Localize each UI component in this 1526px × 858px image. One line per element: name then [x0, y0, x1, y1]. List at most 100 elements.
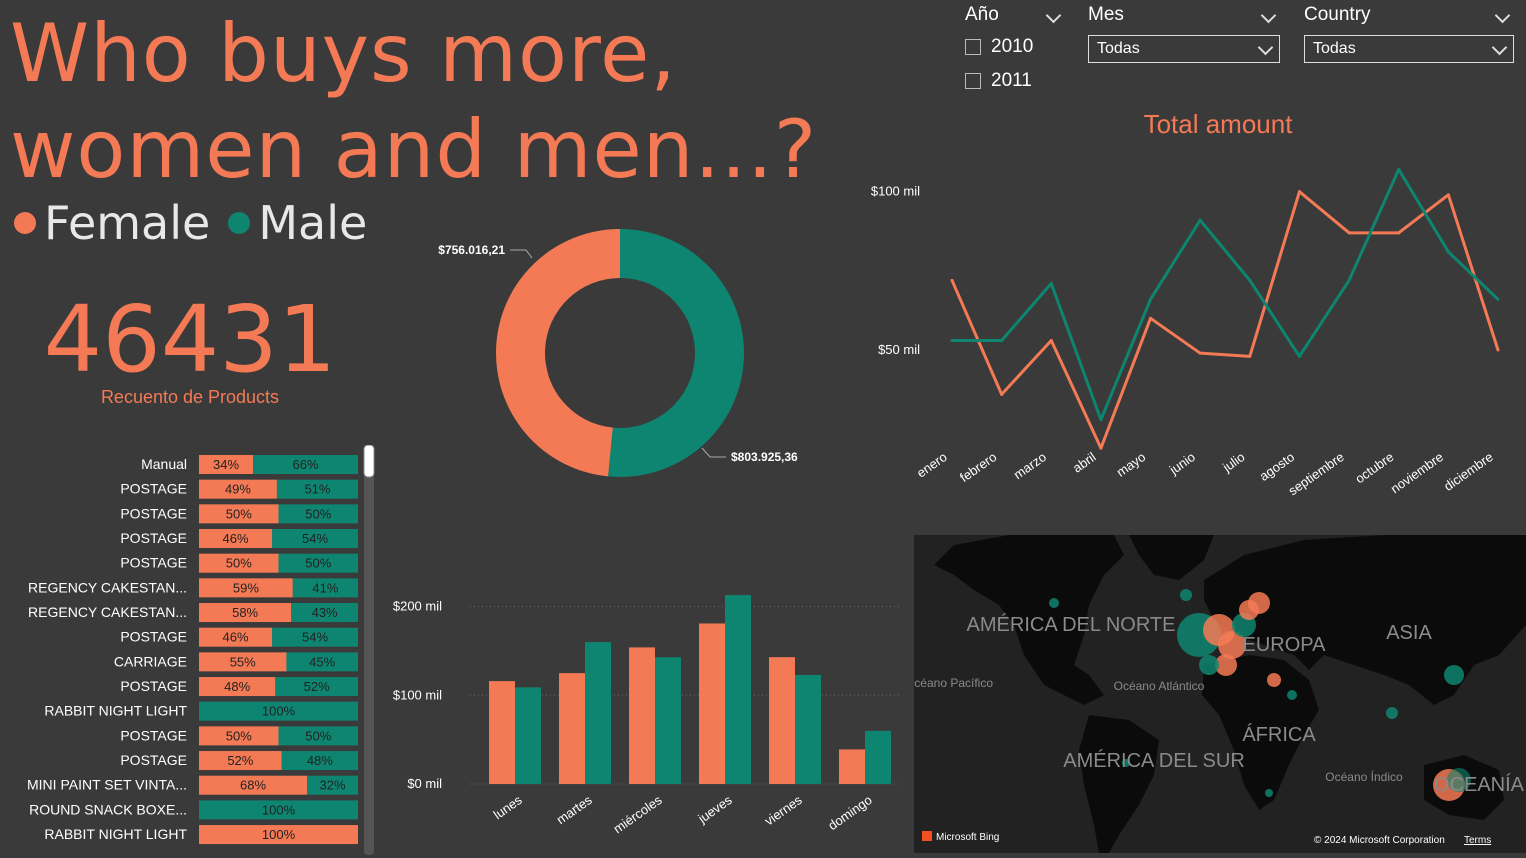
legend-label-female: Female [44, 196, 211, 250]
product-bar-female-label: 50% [226, 728, 252, 743]
map-copyright: © 2024 Microsoft Corporation [1314, 835, 1445, 846]
product-bar-male-label: 50% [305, 728, 331, 743]
product-bar-female-label: 48% [224, 679, 250, 694]
legend-item-male[interactable]: Male [228, 196, 367, 250]
product-bar-female-label: 55% [230, 654, 256, 669]
product-bar-male [253, 455, 358, 474]
product-row-label: MINI PAINT SET VINTA... [27, 777, 187, 793]
product-bar-female-label: 100% [262, 827, 296, 842]
line-x-tick-label: agosto [1257, 449, 1298, 484]
column-x-tick-label: martes [554, 792, 596, 827]
map-bubble [1218, 631, 1246, 659]
line-x-tick-label: abril [1070, 449, 1099, 475]
line-point-male [1496, 297, 1500, 301]
year-option-label: 2011 [991, 70, 1032, 91]
column-x-tick-label: domingo [825, 792, 874, 833]
column-bar-male [585, 642, 611, 784]
month-slicer-header[interactable]: Mes [1088, 4, 1280, 26]
month-dropdown[interactable]: Todas [1088, 35, 1280, 63]
year-option-label: 2010 [991, 36, 1034, 57]
product-bar-male-label: 45% [309, 654, 335, 669]
kpi-label: Recuento de Products [100, 387, 280, 407]
product-bar-male-label: 54% [302, 531, 328, 546]
year-option-2011[interactable]: 2011 [965, 70, 1065, 92]
donut-label-female: $756.016,21 [438, 243, 505, 257]
country-slicer-header[interactable]: Country [1304, 4, 1514, 26]
chevron-down-icon [1491, 39, 1508, 55]
product-bar-female [199, 775, 308, 795]
product-bar-female-label: 59% [233, 580, 259, 595]
product-bar-male [281, 751, 358, 771]
map-bubble [1287, 690, 1297, 700]
month-slicer-title: Mes [1088, 4, 1124, 25]
country-slicer: Country Todas [1304, 4, 1514, 63]
map-bubble [1122, 759, 1130, 767]
product-bar-male-label: 43% [312, 605, 338, 620]
column-bar-male [515, 687, 541, 784]
line-point-male [950, 339, 954, 342]
line-x-tick-label: diciembre [1441, 449, 1496, 494]
line-x-tick-label: julio [1219, 449, 1247, 475]
column-bar-female [769, 657, 795, 784]
line-point-male [1446, 250, 1450, 254]
product-bar-female [199, 578, 293, 598]
product-bar-male [275, 677, 358, 697]
map-terms-link[interactable]: Terms [1464, 835, 1491, 846]
column-bar-female [559, 673, 585, 784]
year-slicer-header[interactable]: Año [965, 4, 1065, 26]
product-row-label: POSTAGE [120, 727, 187, 743]
line-x-tick-label: enero [914, 449, 950, 480]
column-bar-female [699, 623, 725, 784]
land-north-america [934, 535, 1124, 705]
year-option-2010[interactable]: 2010 [965, 36, 1065, 58]
product-bar-female [199, 504, 279, 524]
line-series-male [952, 168, 1500, 422]
map-label-atlantic: Océano Atlántico [1114, 679, 1205, 693]
line-x-tick-label: mayo [1114, 449, 1149, 480]
map-label-south-america: AMÉRICA DEL SUR [1063, 749, 1245, 772]
scrollbar-thumb[interactable] [363, 445, 375, 478]
product-bar-male [276, 479, 358, 499]
scrollbar-track[interactable] [364, 445, 374, 855]
checkbox-icon[interactable] [965, 39, 981, 55]
column-bar-male [865, 730, 891, 784]
map-bubble [1199, 655, 1219, 675]
product-bar-male-label: 32% [320, 778, 346, 793]
line-point-female [1049, 339, 1053, 342]
product-row-label: POSTAGE [120, 530, 187, 546]
map-label-north-america: AMÉRICA DEL NORTE [967, 613, 1176, 636]
column-x-tick-label: jueves [695, 792, 736, 827]
land-south-america [1079, 715, 1159, 853]
product-bar-female-label: 34% [213, 457, 239, 472]
map-bubble [1444, 665, 1464, 685]
legend-item-female[interactable]: Female [14, 196, 210, 250]
world-map[interactable]: AMÉRICA DEL NORTE EUROPA ASIA ÁFRICA AMÉ… [914, 535, 1526, 853]
line-x-tick-label: noviembre [1388, 449, 1446, 496]
product-row-label: POSTAGE [120, 629, 187, 645]
legend-label-male: Male [258, 196, 368, 250]
checkbox-icon[interactable] [965, 73, 981, 89]
line-x-tick-label: octubre [1352, 449, 1396, 486]
country-dropdown[interactable]: Todas [1304, 35, 1514, 63]
leader-line-male [701, 447, 726, 458]
product-bar-male-label: 51% [304, 482, 330, 497]
column-x-tick-label: miércoles [611, 792, 666, 836]
line-point-female [1099, 446, 1103, 450]
line-point-female [1496, 348, 1500, 352]
product-bar-female-label: 49% [225, 482, 251, 497]
product-bar-female-label: 50% [226, 556, 252, 571]
map-bubble [1386, 707, 1398, 719]
donut-chart: $756.016,21 $803.925,36 [438, 229, 798, 477]
line-point-male [1347, 278, 1351, 282]
map-bubble [1215, 654, 1237, 676]
product-row-label: POSTAGE [120, 505, 187, 521]
product-row-label: RABBIT NIGHT LIGHT [44, 826, 187, 842]
map-label-europe: EUROPA [1243, 634, 1327, 656]
product-bar-male [278, 726, 358, 746]
year-slicer: Año 2010 2011 [965, 4, 1065, 92]
leader-line-female [510, 249, 533, 259]
product-bar-male-label: 41% [312, 580, 338, 595]
product-bar-male [272, 627, 358, 647]
line-point-male [1297, 354, 1301, 358]
line-point-male [1000, 339, 1004, 342]
